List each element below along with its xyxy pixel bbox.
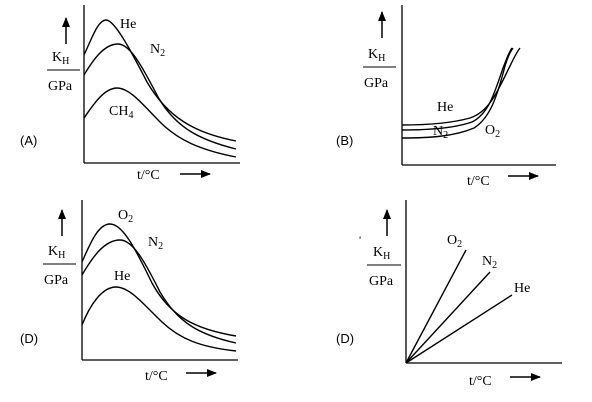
line-o2: [405, 249, 467, 364]
panel-b: (B) KH GPa He N2 O2 t/°C: [336, 5, 556, 189]
y-label-main: K: [52, 50, 62, 65]
line-n2: [405, 271, 491, 364]
curve-n2: [401, 47, 513, 131]
option-label: (B): [336, 133, 353, 148]
y-label-subscript: H: [378, 53, 385, 64]
panel-d: (D) ' KH GPa O2 N2 He t/°C: [336, 200, 562, 389]
curve-label-n2: N2: [148, 235, 163, 252]
y-label-unit: GPa: [44, 273, 69, 288]
option-label: (A): [20, 133, 37, 148]
curve-o2: [81, 223, 237, 337]
y-label-subscript: H: [58, 250, 65, 261]
y-label-unit: GPa: [48, 79, 73, 94]
curve-he: [401, 47, 521, 126]
svg-text:KH: KH: [373, 245, 390, 262]
panel-a: (A) KH GPa He N2 CH4 t/°C: [20, 5, 240, 183]
y-label-main: K: [373, 245, 383, 260]
option-label: (D): [20, 331, 38, 346]
curve-label-o2: O2: [485, 123, 500, 140]
curve-label-n2: N2: [150, 42, 165, 59]
curve-n2: [83, 43, 237, 150]
svg-text:KH: KH: [48, 244, 65, 261]
line-label-he: He: [514, 281, 530, 296]
y-label-unit: GPa: [369, 274, 394, 289]
stray-mark: ': [359, 235, 361, 247]
y-axis-label: KH GPa: [47, 17, 80, 94]
curve-label-he: He: [437, 100, 453, 115]
y-label-unit: GPa: [364, 76, 389, 91]
line-label-n2: N2: [482, 254, 497, 271]
x-axis-label: t/°C: [469, 374, 492, 389]
curve-o2: [401, 47, 514, 139]
svg-text:KH: KH: [52, 50, 69, 67]
y-axis-label: KH GPa: [363, 11, 396, 91]
y-axis-label: KH GPa: [43, 209, 76, 288]
svg-text:KH: KH: [368, 47, 385, 64]
curve-label-he: He: [120, 17, 136, 32]
curve-label-o2: O2: [118, 208, 133, 225]
curve-n2: [81, 239, 237, 344]
line-label-o2: O2: [447, 233, 462, 250]
curve-ch4: [83, 87, 237, 158]
panel-c: (D) KH GPa O2 N2 He t/°C: [20, 200, 238, 384]
curve-label-n2: N2: [433, 124, 448, 141]
y-label-subscript: H: [383, 251, 390, 262]
option-label: (D): [336, 331, 354, 346]
curve-label-ch4: CH4: [109, 104, 133, 121]
curve-he: [81, 286, 237, 352]
y-label-main: K: [48, 244, 58, 259]
x-axis-label: t/°C: [137, 168, 160, 183]
y-label-subscript: H: [62, 56, 69, 67]
curve-label-he: He: [114, 269, 130, 284]
x-axis-label: t/°C: [145, 369, 168, 384]
y-label-main: K: [368, 47, 378, 62]
line-he: [405, 294, 513, 364]
y-axis-label: KH GPa: [367, 209, 401, 289]
x-axis-label: t/°C: [467, 174, 490, 189]
